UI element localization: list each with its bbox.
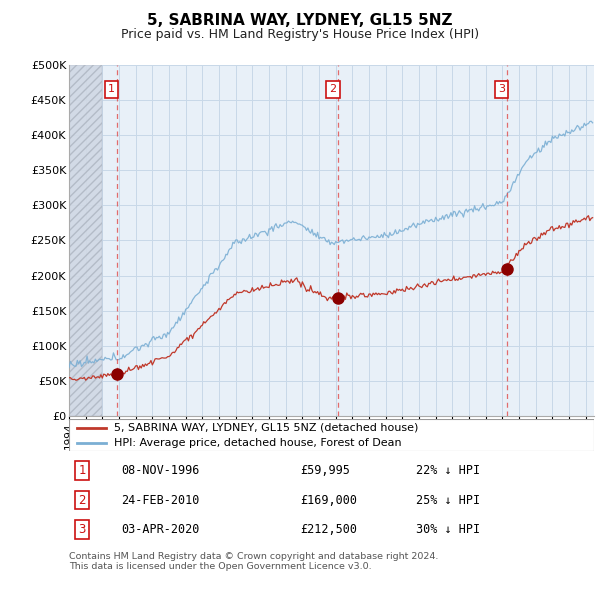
Text: 24-FEB-2010: 24-FEB-2010 xyxy=(121,493,200,507)
Text: 25% ↓ HPI: 25% ↓ HPI xyxy=(415,493,479,507)
Text: 2: 2 xyxy=(79,493,86,507)
Text: 3: 3 xyxy=(498,84,505,94)
Text: 5, SABRINA WAY, LYDNEY, GL15 5NZ (detached house): 5, SABRINA WAY, LYDNEY, GL15 5NZ (detach… xyxy=(113,422,418,432)
Text: 30% ↓ HPI: 30% ↓ HPI xyxy=(415,523,479,536)
Text: Price paid vs. HM Land Registry's House Price Index (HPI): Price paid vs. HM Land Registry's House … xyxy=(121,28,479,41)
Text: 2: 2 xyxy=(329,84,337,94)
Text: Contains HM Land Registry data © Crown copyright and database right 2024.
This d: Contains HM Land Registry data © Crown c… xyxy=(69,552,439,571)
Text: 03-APR-2020: 03-APR-2020 xyxy=(121,523,200,536)
Text: 1: 1 xyxy=(79,464,86,477)
Text: 5, SABRINA WAY, LYDNEY, GL15 5NZ: 5, SABRINA WAY, LYDNEY, GL15 5NZ xyxy=(147,13,453,28)
Text: 1: 1 xyxy=(108,84,115,94)
Text: HPI: Average price, detached house, Forest of Dean: HPI: Average price, detached house, Fore… xyxy=(113,438,401,448)
FancyBboxPatch shape xyxy=(69,419,594,451)
Text: £212,500: £212,500 xyxy=(300,523,357,536)
Bar xyxy=(69,65,103,416)
Text: 3: 3 xyxy=(79,523,86,536)
Text: £169,000: £169,000 xyxy=(300,493,357,507)
Text: 08-NOV-1996: 08-NOV-1996 xyxy=(121,464,200,477)
Text: £59,995: £59,995 xyxy=(300,464,350,477)
Text: 22% ↓ HPI: 22% ↓ HPI xyxy=(415,464,479,477)
